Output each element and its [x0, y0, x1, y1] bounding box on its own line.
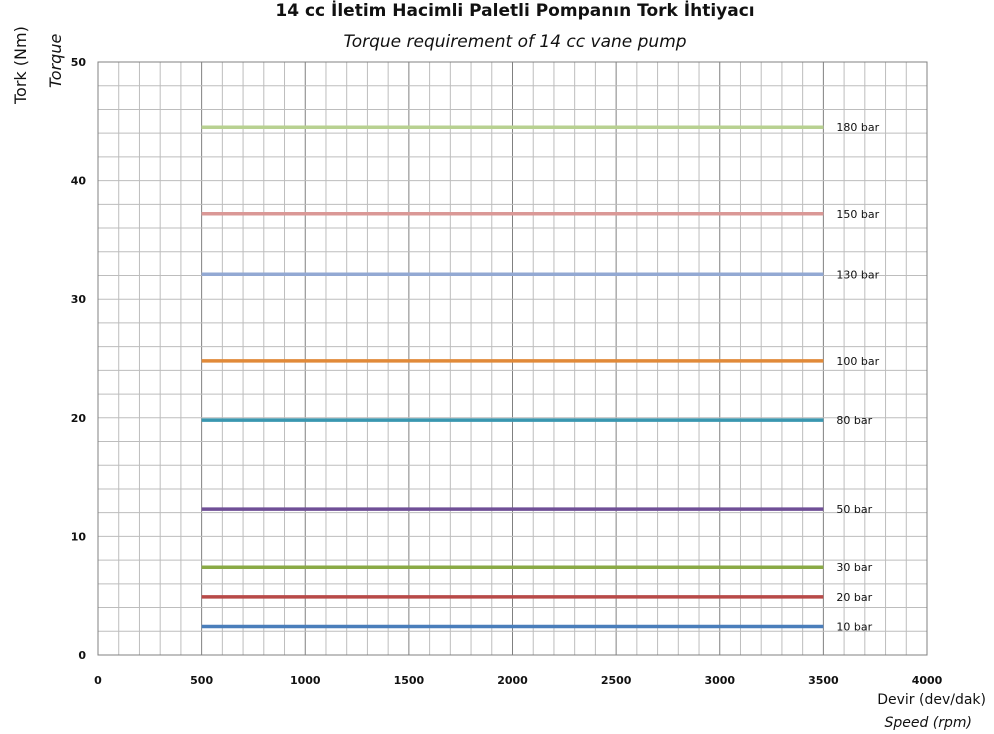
x-axis-title: Devir (dev/dak)	[877, 692, 986, 708]
x-tick-label: 2500	[601, 674, 632, 687]
y-tick-label: 30	[71, 293, 87, 306]
series-label-150-bar: 150 bar	[836, 208, 879, 221]
series-label-180-bar: 180 bar	[836, 121, 879, 134]
series-label-20-bar: 20 bar	[836, 591, 872, 604]
y-tick-label: 20	[71, 412, 87, 425]
y-axis-title-english: Torque	[46, 34, 65, 88]
series-lines	[201, 125, 824, 629]
x-tick-label: 3500	[808, 674, 839, 687]
y-tick-label: 50	[71, 56, 87, 69]
plot-grid	[98, 62, 927, 655]
y-tick-labels: 0 10 20 30 40 50	[71, 56, 87, 662]
series-label-100-bar: 100 bar	[836, 355, 879, 368]
plot-area-border	[97, 61, 928, 656]
series-labels: 10 bar 20 bar 30 bar 50 bar 80 bar 100 bar 130…	[836, 121, 879, 633]
x-tick-label: 1000	[290, 674, 321, 687]
y-tick-label: 40	[71, 175, 87, 188]
chart-title: 14 cc İletim Hacimli Paletli Pompanın To…	[275, 0, 754, 21]
x-tick-labels: 0 500 1000 1500 2000 2500 3000 3500 4000	[94, 674, 942, 687]
x-tick-label: 4000	[912, 674, 943, 687]
y-tick-label: 10	[71, 530, 87, 543]
x-tick-label: 2000	[497, 674, 528, 687]
series-label-50-bar: 50 bar	[836, 503, 872, 516]
y-axis-title: Tork (Nm)	[11, 26, 30, 105]
x-tick-label: 0	[94, 674, 102, 687]
x-tick-label: 1500	[394, 674, 425, 687]
series-label-80-bar: 80 bar	[836, 414, 872, 427]
y-tick-label: 0	[78, 649, 86, 662]
x-tick-label: 500	[190, 674, 213, 687]
x-tick-label: 3000	[704, 674, 735, 687]
x-axis-title-english: Speed (rpm)	[884, 715, 972, 731]
series-label-10-bar: 10 bar	[836, 621, 872, 634]
chart-subtitle: Torque requirement of 14 cc vane pump	[343, 32, 686, 52]
series-label-30-bar: 30 bar	[836, 561, 872, 574]
series-label-130-bar: 130 bar	[836, 268, 879, 281]
